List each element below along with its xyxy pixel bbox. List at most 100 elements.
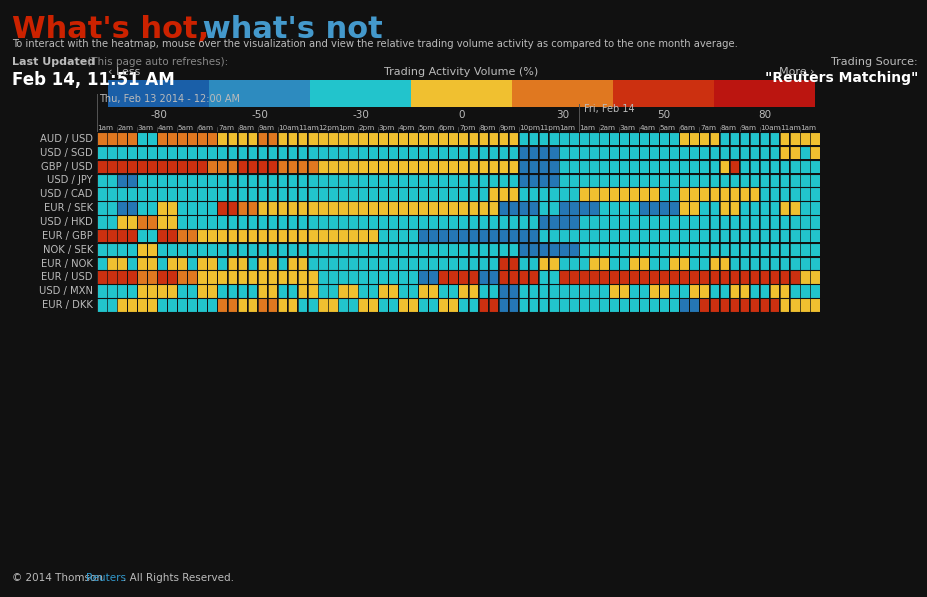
- Bar: [600, 298, 609, 312]
- Bar: [679, 160, 689, 173]
- Text: ‹ Less: ‹ Less: [108, 67, 140, 77]
- Bar: [499, 243, 508, 256]
- Bar: [559, 271, 568, 284]
- Bar: [459, 285, 468, 298]
- Bar: [197, 160, 207, 173]
- Bar: [459, 188, 468, 201]
- Bar: [700, 257, 709, 270]
- Text: 7am: 7am: [218, 125, 234, 131]
- Bar: [168, 271, 177, 284]
- Bar: [359, 271, 368, 284]
- Bar: [800, 188, 809, 201]
- Bar: [710, 160, 719, 173]
- Bar: [730, 229, 739, 242]
- Bar: [781, 133, 790, 146]
- Text: GBP / USD: GBP / USD: [42, 162, 93, 171]
- Text: "Reuters Matching": "Reuters Matching": [765, 71, 918, 85]
- Bar: [690, 285, 699, 298]
- Bar: [449, 285, 458, 298]
- Bar: [178, 298, 187, 312]
- Bar: [781, 216, 790, 229]
- Bar: [720, 146, 730, 159]
- Bar: [97, 285, 107, 298]
- Bar: [388, 243, 398, 256]
- Bar: [318, 202, 327, 215]
- Bar: [781, 229, 790, 242]
- Bar: [760, 133, 769, 146]
- Bar: [479, 229, 489, 242]
- Text: what's not: what's not: [192, 15, 383, 44]
- Bar: [128, 146, 137, 159]
- Bar: [268, 257, 277, 270]
- Bar: [438, 174, 448, 187]
- Bar: [218, 160, 227, 173]
- Bar: [509, 160, 518, 173]
- Bar: [328, 257, 337, 270]
- Bar: [118, 133, 127, 146]
- Bar: [590, 285, 599, 298]
- Bar: [399, 216, 408, 229]
- Bar: [781, 160, 790, 173]
- Bar: [328, 271, 337, 284]
- Bar: [760, 243, 769, 256]
- Bar: [690, 298, 699, 312]
- Bar: [720, 160, 730, 173]
- Bar: [660, 271, 669, 284]
- Bar: [118, 229, 127, 242]
- Bar: [399, 285, 408, 298]
- Bar: [359, 133, 368, 146]
- Bar: [600, 160, 609, 173]
- Bar: [720, 285, 730, 298]
- Bar: [760, 202, 769, 215]
- Bar: [579, 202, 589, 215]
- Bar: [137, 174, 146, 187]
- Bar: [559, 174, 568, 187]
- Bar: [97, 257, 107, 270]
- Bar: [590, 216, 599, 229]
- Bar: [720, 229, 730, 242]
- Text: 9am: 9am: [258, 125, 274, 131]
- Text: 9am: 9am: [740, 125, 756, 131]
- Bar: [679, 285, 689, 298]
- Bar: [318, 160, 327, 173]
- Bar: [429, 243, 438, 256]
- Bar: [710, 243, 719, 256]
- Bar: [359, 160, 368, 173]
- Bar: [108, 146, 117, 159]
- Bar: [619, 160, 629, 173]
- Text: 11pm: 11pm: [540, 125, 560, 131]
- Bar: [559, 229, 568, 242]
- Bar: [188, 202, 197, 215]
- Bar: [810, 229, 819, 242]
- Bar: [670, 285, 679, 298]
- Bar: [429, 298, 438, 312]
- Bar: [509, 146, 518, 159]
- Bar: [640, 146, 649, 159]
- Bar: [720, 202, 730, 215]
- Bar: [619, 229, 629, 242]
- Bar: [188, 174, 197, 187]
- Bar: [288, 257, 298, 270]
- Bar: [238, 188, 248, 201]
- Text: 5am: 5am: [178, 125, 194, 131]
- Bar: [810, 188, 819, 201]
- Bar: [409, 285, 418, 298]
- Bar: [590, 133, 599, 146]
- Bar: [158, 271, 167, 284]
- Bar: [168, 174, 177, 187]
- Bar: [118, 243, 127, 256]
- Bar: [318, 216, 327, 229]
- Bar: [550, 243, 558, 256]
- Bar: [540, 202, 549, 215]
- Bar: [720, 257, 730, 270]
- Bar: [419, 216, 428, 229]
- Bar: [479, 160, 489, 173]
- Bar: [197, 146, 207, 159]
- Bar: [298, 285, 308, 298]
- Text: 11am: 11am: [298, 125, 319, 131]
- Bar: [128, 271, 137, 284]
- Bar: [469, 285, 478, 298]
- Bar: [690, 146, 699, 159]
- Text: 12pm: 12pm: [318, 125, 339, 131]
- Bar: [489, 174, 499, 187]
